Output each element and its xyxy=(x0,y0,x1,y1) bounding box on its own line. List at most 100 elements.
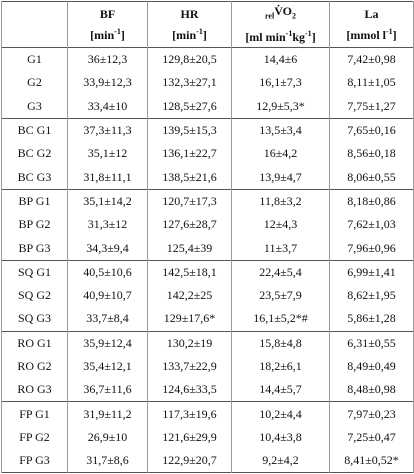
value-cell: 36±12,3 xyxy=(67,47,148,72)
value-cell: 16,1±5,2*# xyxy=(231,307,330,332)
value-cell: 13,9±4,7 xyxy=(231,165,330,190)
text-segment: [mmol l xyxy=(346,27,386,42)
value-cell: 138,5±21,6 xyxy=(147,165,232,190)
value-cell: 35,4±12,1 xyxy=(67,354,148,379)
value-cell: 36,7±11,6 xyxy=(67,378,148,402)
value-cell: 7,62±1,03 xyxy=(329,213,414,237)
value-cell: 11±3,7 xyxy=(231,236,330,261)
value-cell: 7,65±0,16 xyxy=(329,118,414,143)
value-cell: 31,3±12 xyxy=(67,213,148,237)
value-cell: 8,18±0,86 xyxy=(329,189,414,214)
table-row: SQ G2 40,9±10,7 142,2±25 23,5±7,9 8,62±1,95 xyxy=(1,283,414,308)
value-cell: 7,96±0,96 xyxy=(329,236,414,261)
value-cell: 142,2±25 xyxy=(147,283,232,308)
value-cell: 129±17,6* xyxy=(147,307,232,332)
column-unit: [ml min-1kg-1] xyxy=(232,25,329,46)
text-segment: -1 xyxy=(385,26,393,36)
text-segment: BF xyxy=(99,6,116,21)
table-row: BC G3 31,8±11,1 138,5±21,6 13,9±4,7 8,06±0,5… xyxy=(1,165,414,190)
text-segment: -1 xyxy=(196,26,203,36)
value-cell: 8,41±0,52* xyxy=(329,449,414,473)
row-label: G1 xyxy=(1,47,68,72)
value-cell: 35,9±12,4 xyxy=(67,331,148,355)
value-cell: 16±4,2 xyxy=(231,142,330,166)
text-segment: -1 xyxy=(305,28,312,38)
value-cell: 7,42±0,98 xyxy=(329,47,414,72)
row-label: BP G1 xyxy=(1,189,68,214)
table-body: G1 36±12,3 129,8±20,5 14,4±6 7,42±0,98 G2 33,9… xyxy=(1,47,414,473)
text-segment: [min xyxy=(172,27,197,42)
value-cell: 139,5±15,3 xyxy=(147,118,232,143)
table-row: RO G2 35,4±12,1 133,7±22,9 18,2±6,1 8,49±0,4… xyxy=(1,354,414,379)
value-cell: 31,7±8,6 xyxy=(67,449,148,473)
value-cell: 129,8±20,5 xyxy=(147,47,232,72)
text-segment: La xyxy=(364,6,379,21)
row-label: BC G3 xyxy=(1,165,68,190)
table-row: FP G3 31,7±8,6 122,9±20,7 9,2±4,2 8,41±0,52* xyxy=(1,449,414,473)
value-cell: 18,2±6,1 xyxy=(231,354,330,379)
row-label: BP G2 xyxy=(1,213,68,237)
value-cell: 33,4±10 xyxy=(67,94,148,119)
text-segment: ] xyxy=(311,29,316,44)
value-cell: 130,2±19 xyxy=(147,331,232,355)
row-label: SQ G3 xyxy=(1,307,68,332)
value-cell: 10,2±4,4 xyxy=(231,401,330,426)
text-segment: ] xyxy=(202,27,207,42)
value-cell: 7,25±0,47 xyxy=(329,425,414,450)
column-unit: [min-1] xyxy=(68,23,147,44)
value-cell: 128,5±27,6 xyxy=(147,94,232,119)
row-label: BC G1 xyxy=(1,118,68,143)
table-header: BF [min-1] HR [min-1] relV̇O2 [ml min-1kg-1] L… xyxy=(1,1,414,48)
row-label: SQ G2 xyxy=(1,283,68,308)
row-label: G3 xyxy=(1,94,68,119)
value-cell: 40,9±10,7 xyxy=(67,283,148,308)
table-row: BC G2 35,1±12 136,1±22,7 16±4,2 8,56±0,18 xyxy=(1,142,414,166)
table-row: G2 33,9±12,3 132,3±27,1 16,1±7,3 8,11±1,05 xyxy=(1,71,414,95)
value-cell: 37,3±11,3 xyxy=(67,118,148,143)
table-row: BP G3 34,3±9,4 125,4±39 11±3,7 7,96±0,96 xyxy=(1,236,414,261)
value-cell: 40,5±10,6 xyxy=(67,260,148,284)
table-row: SQ G1 40,5±10,6 142,5±18,1 22,4±5,4 6,99±1,4… xyxy=(1,260,414,284)
value-cell: 14,4±5,7 xyxy=(231,378,330,402)
value-cell: 26,9±10 xyxy=(67,425,148,450)
table-row: G3 33,4±10 128,5±27,6 12,9±5,3* 7,75±1,27 xyxy=(1,94,414,119)
text-segment: [ml min xyxy=(245,29,286,44)
table-row: G1 36±12,3 129,8±20,5 14,4±6 7,42±0,98 xyxy=(1,47,414,72)
column-unit: [min-1] xyxy=(148,23,231,44)
value-cell: 9,2±4,2 xyxy=(231,449,330,473)
table-row: RO G1 35,9±12,4 130,2±19 15,8±4,8 6,31±0,55 xyxy=(1,331,414,355)
value-cell: 33,7±8,4 xyxy=(67,307,148,332)
text-segment: rel xyxy=(265,11,275,21)
row-label: FP G1 xyxy=(1,401,68,426)
value-cell: 31,9±11,2 xyxy=(67,401,148,426)
value-cell: 124,6±33,5 xyxy=(147,378,232,402)
value-cell: 31,8±11,1 xyxy=(67,165,148,190)
value-cell: 15,8±4,8 xyxy=(231,331,330,355)
value-cell: 125,4±39 xyxy=(147,236,232,261)
value-cell: 7,75±1,27 xyxy=(329,94,414,119)
header-cell: HR [min-1] xyxy=(147,1,232,48)
column-name: La xyxy=(330,6,413,23)
value-cell: 121,6±29,9 xyxy=(147,425,232,450)
row-label: SQ G1 xyxy=(1,260,68,284)
table-row: BP G1 35,1±14,2 120,7±17,3 11,8±3,2 8,18±0,8… xyxy=(1,189,414,214)
value-cell: 133,7±22,9 xyxy=(147,354,232,379)
value-cell: 11,8±3,2 xyxy=(231,189,330,214)
value-cell: 8,62±1,95 xyxy=(329,283,414,308)
header-cell: BF [min-1] xyxy=(67,1,148,48)
table-row: BP G2 31,3±12 127,6±28,7 12±4,3 7,62±1,03 xyxy=(1,213,414,237)
value-cell: 16,1±7,3 xyxy=(231,71,330,95)
value-cell: 142,5±18,1 xyxy=(147,260,232,284)
value-cell: 35,1±14,2 xyxy=(67,189,148,214)
value-cell: 12,9±5,3* xyxy=(231,94,330,119)
value-cell: 8,06±0,55 xyxy=(329,165,414,190)
header-row: BF [min-1] HR [min-1] relV̇O2 [ml min-1kg-1] L… xyxy=(1,1,414,48)
text-segment: -1 xyxy=(114,26,121,36)
value-cell: 132,3±27,1 xyxy=(147,71,232,95)
value-cell: 33,9±12,3 xyxy=(67,71,148,95)
text-segment: [min xyxy=(90,27,115,42)
column-name: BF xyxy=(68,6,147,23)
value-cell: 127,6±28,7 xyxy=(147,213,232,237)
